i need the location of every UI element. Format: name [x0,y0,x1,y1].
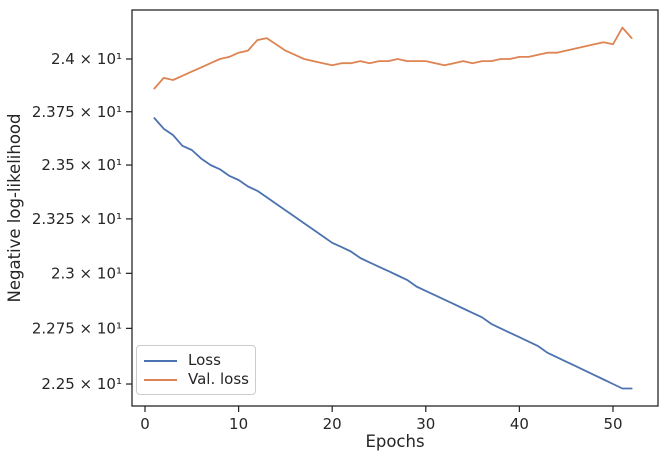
y-tick-label: 2.275 × 10¹ [32,320,122,338]
x-tick-label: 50 [603,415,622,433]
y-axis-label: Negative log-likelihood [5,114,24,303]
legend-item-val-loss: Val. loss [144,370,249,389]
legend-item-loss: Loss [144,351,247,370]
x-tick-label: 40 [510,415,529,433]
x-tick-label: 10 [229,415,248,433]
axes-spines [131,9,659,407]
val-loss-line-swatch [144,378,177,381]
y-tick-label: 2.25 × 10¹ [41,375,122,393]
y-tick-label: 2.35 × 10¹ [41,156,122,174]
x-tick-label: 0 [140,415,150,433]
legend-label-loss: Loss [188,351,221,369]
plot-area: 0 10 20 30 40 50 2.4 × 10¹ 2.375 × 10¹ 2.35 × 10… [32,9,659,433]
legend-label-val-loss: Val. loss [188,370,249,388]
x-tick-label: 30 [416,415,435,433]
x-tick-label: 20 [323,415,342,433]
y-tick-label: 2.375 × 10¹ [32,103,122,121]
line-loss [153,117,633,390]
line-val-loss [153,26,633,90]
loss-line-swatch [144,359,177,362]
y-tick-label: 2.325 × 10¹ [32,210,122,228]
legend: Loss Val. loss [136,345,256,395]
x-axis-label: Epochs [365,432,424,451]
y-tick-label: 2.4 × 10¹ [51,50,122,68]
y-tick-label: 2.3 × 10¹ [51,265,122,283]
